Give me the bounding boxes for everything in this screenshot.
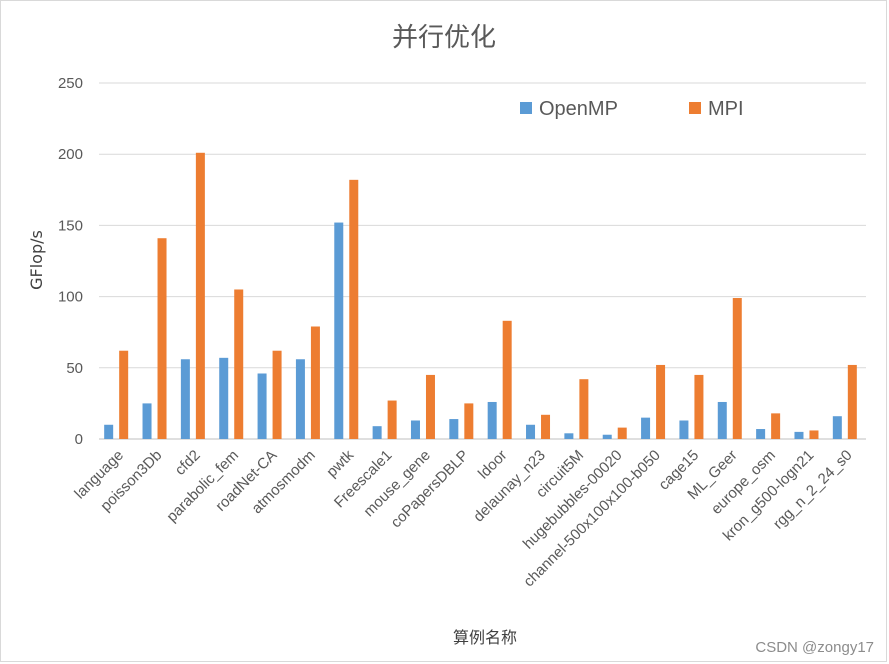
- bar-mpi-delaunay_n23: [541, 414, 551, 439]
- bar-mpi-hugebubbles-00020: [617, 427, 627, 439]
- legend-swatch-openmp: [520, 102, 532, 114]
- bar-openmp-coPapersDBLP: [449, 419, 459, 439]
- bar-mpi-mouse_gene: [425, 374, 435, 439]
- legend-label-openmp: OpenMP: [539, 98, 618, 120]
- x-axis-label: 算例名称: [453, 628, 517, 647]
- bar-openmp-hugebubbles-00020: [602, 434, 612, 439]
- bar-openmp-rgg_n_2_24_s0: [832, 416, 842, 439]
- y-tick-label: 0: [75, 431, 83, 448]
- bar-openmp-language: [104, 424, 114, 439]
- bar-mpi-rgg_n_2_24_s0: [847, 364, 857, 439]
- bars: [104, 152, 857, 439]
- legend: OpenMP MPI: [520, 98, 744, 120]
- bar-openmp-poisson3Db: [142, 403, 152, 439]
- bar-mpi-ML_Geer: [732, 298, 742, 439]
- y-tick-label: 100: [58, 289, 83, 306]
- bar-mpi-Freescale1: [387, 400, 397, 439]
- bar-mpi-coPapersDBLP: [464, 403, 474, 439]
- bar-mpi-pwtk: [349, 179, 359, 439]
- bar-mpi-atmosmodm: [310, 326, 320, 439]
- bar-mpi-cage15: [694, 374, 704, 439]
- bar-openmp-channel-500x100x100-b050: [641, 417, 651, 439]
- bar-mpi-roadNet-CA: [272, 350, 282, 439]
- y-tick-label: 200: [58, 146, 83, 163]
- bar-mpi-poisson3Db: [157, 238, 167, 439]
- x-tick-label: ldoor: [475, 447, 511, 483]
- bar-openmp-roadNet-CA: [257, 373, 267, 439]
- watermark-text: CSDN @zongy17: [755, 639, 874, 656]
- bar-mpi-cfd2: [195, 152, 205, 439]
- bar-openmp-Freescale1: [372, 426, 382, 439]
- bar-openmp-circuit5M: [564, 433, 574, 439]
- gridlines: [99, 82, 866, 440]
- bar-mpi-ldoor: [502, 320, 512, 439]
- bar-openmp-kron_g500-logn21: [794, 431, 804, 439]
- bar-mpi-kron_g500-logn21: [809, 430, 819, 439]
- bar-openmp-ML_Geer: [717, 401, 727, 439]
- y-axis-label: GFlop/s: [27, 230, 46, 290]
- bar-mpi-parabolic_fem: [234, 289, 244, 439]
- y-tick-label: 250: [58, 75, 83, 92]
- legend-swatch-mpi: [689, 102, 701, 114]
- bar-openmp-europe_osm: [756, 429, 766, 439]
- x-tick-label: cfd2: [172, 447, 204, 479]
- bar-openmp-mouse_gene: [410, 420, 420, 439]
- bar-openmp-ldoor: [487, 401, 497, 439]
- y-tick-labels: 0 50 100 150 200 250: [58, 75, 83, 448]
- chart-title: 并行优化: [392, 23, 496, 53]
- bar-openmp-parabolic_fem: [219, 357, 229, 439]
- bar-openmp-atmosmodm: [295, 359, 305, 439]
- y-tick-label: 50: [66, 360, 83, 377]
- legend-label-mpi: MPI: [708, 98, 744, 120]
- bar-openmp-cfd2: [180, 359, 190, 439]
- x-tick-label: pwtk: [323, 446, 357, 480]
- bar-mpi-circuit5M: [579, 379, 589, 439]
- bar-mpi-channel-500x100x100-b050: [656, 364, 666, 439]
- bar-mpi-europe_osm: [771, 413, 781, 439]
- bar-openmp-cage15: [679, 420, 689, 439]
- bar-openmp-pwtk: [334, 222, 344, 439]
- bar-openmp-delaunay_n23: [526, 424, 536, 439]
- y-tick-label: 150: [58, 217, 83, 234]
- bar-mpi-language: [119, 350, 129, 439]
